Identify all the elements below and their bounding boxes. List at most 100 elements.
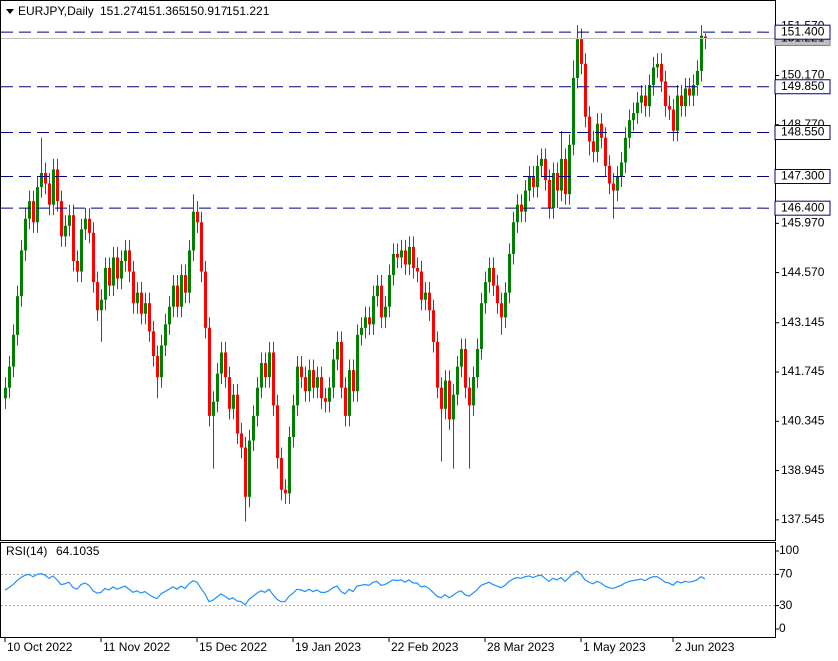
candle-body [100, 299, 103, 311]
candle-body [220, 352, 223, 374]
candle-body [276, 405, 279, 459]
candle-body [16, 296, 19, 335]
candle-body [92, 232, 95, 283]
candle-body [264, 363, 267, 378]
candle-body [328, 387, 331, 402]
candle-body [680, 95, 683, 107]
y-tick-label: 144.570 [781, 265, 825, 279]
candle-body [212, 401, 215, 416]
candle-body [660, 63, 663, 82]
candle-body [692, 84, 695, 96]
x-tick-label: 10 Oct 2022 [7, 640, 73, 654]
candle-body [492, 268, 495, 286]
y-tick-label: 145.970 [781, 215, 825, 229]
candle-body [28, 201, 31, 219]
candle-body [152, 331, 155, 357]
candle-body [8, 366, 11, 388]
x-tick-label: 11 Nov 2022 [103, 640, 170, 654]
candle-body [236, 394, 239, 434]
candle-body [300, 366, 303, 378]
x-tick-label: 28 Mar 2023 [487, 640, 555, 654]
candle-body [532, 176, 535, 188]
candle-body [44, 172, 47, 184]
candle-body [380, 285, 383, 318]
level-tag [774, 125, 831, 141]
candle-body [684, 88, 687, 107]
y-tick-label: 140.345 [781, 413, 825, 427]
candle-body [476, 348, 479, 378]
price-pane-frame [0, 0, 776, 541]
candle-body [148, 303, 151, 332]
candle-body [12, 334, 15, 367]
candle-body [600, 123, 603, 138]
candle-body [652, 67, 655, 85]
x-tick-label: 22 Feb 2023 [391, 640, 459, 654]
level-label: 148.550 [781, 125, 825, 139]
candle-body [128, 250, 131, 272]
candle-body [168, 306, 171, 325]
candle-body [396, 253, 399, 258]
x-tick-label: 15 Dec 2022 [199, 640, 267, 654]
candle-body [392, 253, 395, 276]
candle-body [24, 218, 27, 251]
candle-body [184, 275, 187, 293]
x-tick-label: 19 Jan 2023 [295, 640, 361, 654]
candle-body [156, 356, 159, 378]
candle-body [668, 106, 671, 110]
candle-body [360, 327, 363, 335]
y-tick-label: 150.170 [781, 68, 825, 82]
candle-body [40, 172, 43, 188]
candle-body [540, 158, 543, 166]
candle-body [208, 327, 211, 416]
candle-body [412, 246, 415, 269]
rsi-y-tick-label: 0 [779, 621, 786, 635]
candle-body [612, 183, 615, 191]
candle-body [700, 35, 703, 71]
candle-body [520, 204, 523, 212]
candle-body [364, 317, 367, 328]
candle-body [628, 120, 631, 138]
candle-body [84, 218, 87, 230]
candle-body [596, 123, 599, 152]
candle-body [508, 253, 511, 293]
candle-body [636, 102, 639, 114]
candle-body [416, 268, 419, 272]
y-tick-label: 138.945 [781, 463, 825, 477]
candle-body [408, 246, 411, 265]
candle-body [268, 352, 271, 378]
candle-body [480, 303, 483, 349]
candle-body [120, 260, 123, 279]
candle-body [172, 285, 175, 307]
candle-body [284, 489, 287, 494]
candle-body [516, 204, 519, 223]
candle-body [308, 370, 311, 392]
candle-body [632, 113, 635, 121]
candle-body [124, 250, 127, 261]
rsi-y-tick-label: 70 [779, 567, 793, 581]
level-tag [774, 79, 831, 95]
candle-body [384, 306, 387, 318]
candle-body [440, 387, 443, 409]
candle-body [312, 370, 315, 388]
candle-body [424, 292, 427, 300]
y-tick-label: 143.145 [781, 315, 825, 329]
candle-body [496, 285, 499, 304]
candle-body [560, 158, 563, 191]
candle-body [204, 271, 207, 328]
candle-body [140, 292, 143, 314]
candle-body [448, 380, 451, 420]
candle-body [292, 405, 295, 437]
candle-body [352, 370, 355, 392]
candle-body [96, 282, 99, 311]
candle-body [216, 373, 219, 402]
candle-body [76, 260, 79, 272]
candle-body [296, 366, 299, 406]
rsi-line [4, 570, 706, 606]
level-label: 151.400 [781, 24, 825, 38]
candle-body [452, 394, 455, 420]
candle-body [320, 377, 323, 399]
candle-body [240, 433, 243, 448]
candle-body [272, 352, 275, 406]
candle-body [620, 162, 623, 177]
